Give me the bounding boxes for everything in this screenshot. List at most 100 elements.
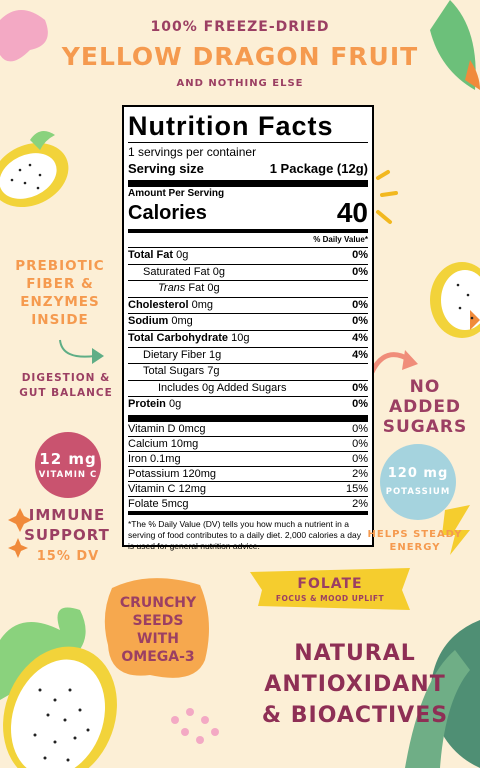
nutrient: Cholesterol 0mg (128, 298, 213, 314)
servings: 1 servings per container (128, 142, 368, 161)
daily-value: 0% (352, 437, 368, 450)
potassium-label: POTASSIUM (385, 487, 451, 497)
daily-value: 0% (352, 381, 368, 394)
calories-label: Calories (128, 202, 207, 224)
vitamin-row: Folate 5mcg 2% (128, 495, 368, 511)
daily-value: 0% (352, 422, 368, 435)
vitamin-row: Vitamin C 12mg 15% (128, 480, 368, 496)
nutrient-row: Total Carbohydrate 10g 4% (128, 329, 368, 347)
text-line: ADDED (388, 397, 462, 417)
nutrient: Total Fat 0g (128, 248, 188, 264)
text-line: WITH (137, 631, 179, 647)
nutrient-name: Total Fat (128, 249, 174, 261)
text-line: DIGESTION & (21, 372, 111, 384)
nutrient-amount: 0g (212, 265, 225, 278)
nutrient-amount: Fat 0g (188, 282, 220, 295)
nutrient-amount: 0g (176, 249, 189, 261)
nutrient-amount: 0g (168, 398, 182, 411)
seeds: CRUNCHY SEEDS WITH OMEGA-3 (108, 594, 208, 666)
daily-value: 0% (352, 315, 368, 328)
text-line: SEEDS (132, 613, 184, 629)
nutrient: Total Sugars 7g (128, 364, 219, 380)
text-line: FIBER & (26, 276, 94, 292)
nutrient-amount: 1g (209, 348, 222, 361)
text-line: INSIDE (31, 312, 89, 328)
immune-dv: 15% DV (36, 549, 100, 564)
calories: 40 (336, 197, 368, 228)
vitamin-name: Iron 0.1mg (128, 452, 181, 465)
nutrient: Dietary Fiber 1g (128, 348, 221, 364)
nutrient: Sodium 0mg (128, 314, 193, 330)
serving-size: 1 Package (12g) (269, 161, 368, 176)
vitamin-row: Potassium 120mg 2% (128, 465, 368, 481)
text-line: & BIOACTIVES (261, 703, 449, 728)
footnote: *The % Daily Value (DV) tells you how mu… (128, 510, 368, 552)
nutrient-row: Saturated Fat 0g 0% (128, 263, 368, 281)
text-line: ENZYMES (20, 294, 100, 310)
nutrient: Total Carbohydrate 10g (128, 331, 249, 347)
label-title: Nutrition Facts (128, 111, 334, 141)
nutrient-name: Total Carbohydrate (128, 331, 229, 344)
daily-value: 0% (352, 265, 368, 278)
serving-size-label: Serving size (128, 161, 204, 176)
nutrient-amount: 10g (231, 331, 250, 344)
nutrient-name: Sodium (128, 315, 169, 328)
text-line: NO (409, 377, 441, 397)
kicker: 100% FREEZE-DRIED (150, 19, 330, 35)
dv-header: % Daily Value* (128, 229, 368, 247)
nutrient-row: Total Sugars 7g (128, 363, 368, 380)
nutrient-amount: 0mg (171, 315, 193, 328)
nutrient-row: Protein 0g 0% (128, 396, 368, 413)
daily-value: 0% (352, 452, 368, 465)
vitamin-name: Potassium 120mg (128, 467, 217, 480)
text-line: SUGARS (382, 417, 468, 437)
nutrient-row: Cholesterol 0mg 0% (128, 296, 368, 314)
immune: IMMUNE SUPPORT (22, 505, 112, 545)
nutrient-name: Trans (158, 282, 186, 295)
digestion: DIGESTION & GUT BALANCE (10, 371, 122, 401)
potassium-amount: 120 mg (387, 466, 449, 481)
nutrient-name: Includes (158, 381, 199, 394)
text-line: NATURAL (294, 641, 416, 666)
nutrient-name: Total Sugars (143, 365, 205, 378)
potassium: 120 mg POTASSIUM (380, 466, 456, 497)
text-line: ANTIOXIDANT (264, 672, 446, 697)
text-line: IMMUNE (28, 506, 106, 524)
daily-value: 15% (345, 482, 368, 495)
text-line: CRUNCHY (119, 595, 197, 611)
daily-value: 4% (352, 348, 368, 361)
daily-value: 2% (352, 497, 368, 510)
vitamin-name: Vitamin D 0mcg (128, 422, 206, 435)
daily-value: 0% (352, 249, 368, 261)
amount-per-serving: Amount Per Serving (128, 180, 368, 200)
vitamin-name: Folate 5mcg (128, 497, 189, 510)
daily-value: 0% (352, 398, 368, 411)
nutrient-name: Dietary Fiber (143, 348, 206, 361)
nutrient-amount: 0g Added Sugars (202, 381, 287, 394)
vitamin-c-label: VITAMIN C (38, 470, 98, 480)
nutrient-name: Protein (128, 398, 166, 411)
vitamin-name: Calcium 10mg (128, 437, 199, 450)
nutrient: Includes 0g Added Sugars (128, 381, 286, 397)
nutrient-name: Saturated Fat (143, 265, 210, 278)
text-line: SUPPORT (24, 526, 110, 544)
vitamin-name: Vitamin C 12mg (128, 482, 207, 495)
prebiotic: PREBIOTIC FIBER & ENZYMES INSIDE (10, 257, 110, 329)
nutrient-row: Includes 0g Added Sugars 0% (128, 379, 368, 397)
folate-subtitle: FOCUS & MOOD UPLIFT (275, 594, 385, 603)
subtitle: AND NOTHING ELSE (176, 78, 304, 89)
vitamin-c: 12 mg VITAMIN C (35, 450, 101, 480)
text-line: GUT BALANCE (19, 387, 113, 399)
daily-value: 0% (352, 298, 368, 311)
nutrient: Protein 0g (128, 397, 181, 413)
antioxidant: NATURAL ANTIOXIDANT & BIOACTIVES (240, 638, 470, 731)
vitamin-row: Iron 0.1mg 0% (128, 450, 368, 466)
folate-title: FOLATE (297, 576, 363, 592)
nutrient-row: Trans Fat 0g (128, 280, 368, 297)
daily-value: 2% (352, 467, 368, 480)
nutrient-amount: 0mg (191, 298, 213, 311)
text-line: ENERGY (389, 542, 441, 553)
text-line: HELPS STEADY (367, 529, 463, 540)
